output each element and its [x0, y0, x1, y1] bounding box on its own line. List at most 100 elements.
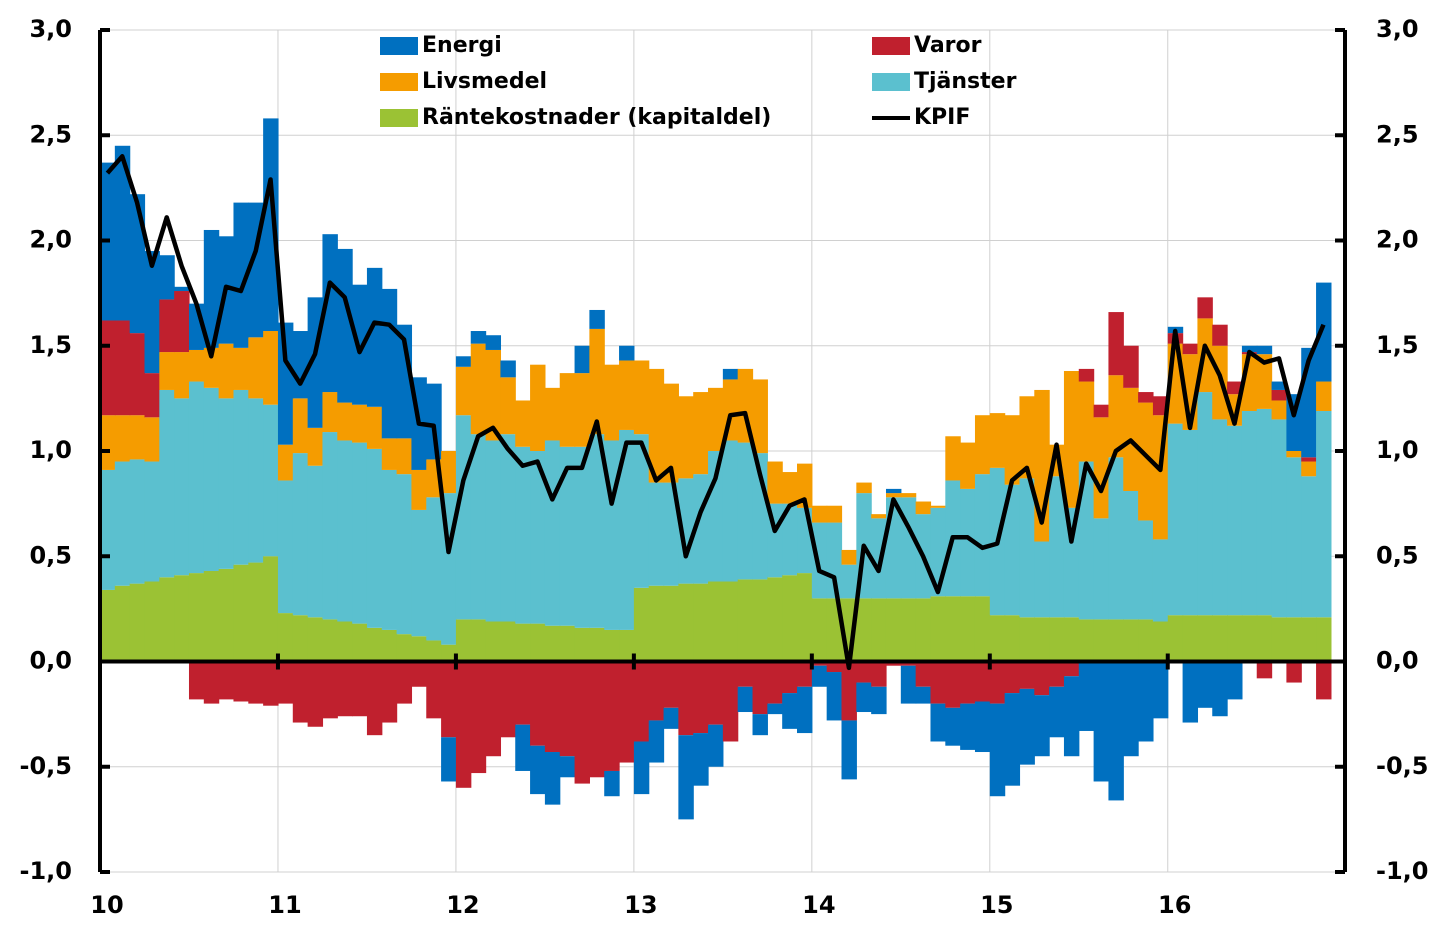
y-tick-label: 2,5 — [29, 120, 72, 148]
bar-segment — [915, 598, 932, 662]
bar-segment — [470, 661, 487, 774]
bar-segment — [129, 333, 146, 416]
bar-segment — [500, 434, 516, 622]
bar-segment — [485, 621, 502, 662]
bar-segment — [989, 703, 1006, 797]
bar-segment — [1227, 425, 1243, 616]
y2-tick-label: 2,0 — [1376, 226, 1419, 254]
bar-segment — [544, 625, 561, 662]
bar-segment — [337, 440, 353, 622]
bar-segment — [1004, 484, 1021, 616]
bar-segment — [1034, 617, 1050, 662]
bar-segment — [752, 379, 768, 454]
bar-segment — [1241, 615, 1258, 662]
bar-segment — [1271, 389, 1287, 401]
bar-segment — [1138, 619, 1154, 662]
bar-segment — [441, 644, 457, 662]
bar-segment — [589, 434, 605, 628]
x-tick-label: 13 — [624, 891, 657, 919]
bar-segment — [1049, 686, 1065, 738]
bar-segment — [974, 596, 991, 662]
y-tick-label: -1,0 — [20, 857, 72, 885]
bar-segment — [530, 745, 546, 795]
bar-segment — [648, 368, 665, 483]
bar-segment — [470, 331, 487, 344]
bar-segment — [797, 661, 813, 687]
bar-segment — [811, 661, 828, 666]
bar-segment — [1301, 476, 1317, 618]
bar-segment — [100, 415, 116, 470]
bar-segment — [1078, 461, 1095, 620]
bar-segment — [263, 661, 279, 706]
y-tick-label: 2,0 — [29, 226, 72, 254]
bar-segment — [1108, 661, 1124, 801]
bar-segment — [1138, 402, 1154, 521]
bar-segment — [470, 434, 487, 620]
bar-segment — [1063, 617, 1080, 662]
bar-segment — [619, 629, 635, 662]
bar-segment — [1049, 661, 1065, 687]
bar-segment — [1004, 415, 1021, 485]
bar-segment — [871, 518, 887, 599]
legend-swatch — [872, 73, 910, 91]
bar-segment — [515, 724, 531, 771]
bar-segment — [589, 309, 605, 329]
bar-segment — [574, 627, 590, 662]
bar-segment — [1108, 312, 1124, 376]
bar-segment — [648, 482, 665, 586]
bar-segment — [767, 661, 783, 704]
bar-segment — [159, 577, 175, 662]
bar-segment — [1049, 617, 1065, 662]
bar-segment — [1063, 661, 1080, 677]
bar-segment — [737, 661, 754, 687]
bar-segment — [144, 461, 160, 582]
bar-segment — [559, 446, 576, 626]
bar-segment — [930, 661, 946, 704]
bar-segment — [1182, 343, 1199, 355]
bar-segment — [826, 505, 843, 523]
bar-segment — [1123, 619, 1139, 662]
bar-segment — [277, 322, 294, 445]
bar-segment — [544, 752, 561, 805]
bar-segment — [633, 587, 650, 662]
bar-segment — [559, 661, 576, 757]
bar-segment — [767, 577, 783, 662]
bar-segment — [633, 741, 650, 795]
bar-segment — [1227, 615, 1243, 662]
bar-segment — [411, 469, 427, 510]
bar-segment — [159, 299, 175, 353]
bar-segment — [722, 368, 739, 380]
bar-segment — [915, 661, 932, 687]
bar-segment — [381, 469, 398, 630]
bar-segment — [1256, 345, 1273, 355]
bar-segment — [1063, 507, 1080, 618]
bar-segment — [114, 145, 131, 321]
bar-segment — [574, 345, 590, 374]
bar-segment — [1286, 661, 1302, 683]
bar-segment — [426, 497, 442, 641]
bar-segment — [1123, 345, 1139, 388]
bar-segment — [960, 703, 976, 750]
bar-segment — [678, 661, 694, 736]
bar-segment — [767, 703, 783, 715]
bar-segment — [396, 661, 413, 704]
bar-segment — [589, 661, 605, 778]
bar-segment — [1227, 381, 1243, 395]
y-tick-label: -0,5 — [20, 752, 72, 780]
bar-segment — [708, 581, 724, 662]
bar-segment — [500, 377, 516, 435]
bar-segment — [900, 497, 917, 599]
bar-segment — [708, 661, 724, 725]
axes: -1,0 -0,5 0,0 0,5 1,0 1,5 2,0 2,5 3,0 -1,0 -0,5 0,0… — [20, 15, 1429, 919]
bar-segment — [1182, 615, 1199, 662]
bar-segment — [737, 442, 754, 580]
bar-segment — [797, 573, 813, 662]
bar-segment — [1138, 661, 1154, 742]
bar-segment — [307, 617, 324, 662]
bar-segment — [188, 381, 205, 574]
bar-segment — [174, 286, 190, 292]
bar-segment — [797, 686, 813, 734]
bar-segment — [589, 328, 605, 435]
bar-segment — [1019, 478, 1035, 618]
bar-segment — [144, 581, 160, 662]
